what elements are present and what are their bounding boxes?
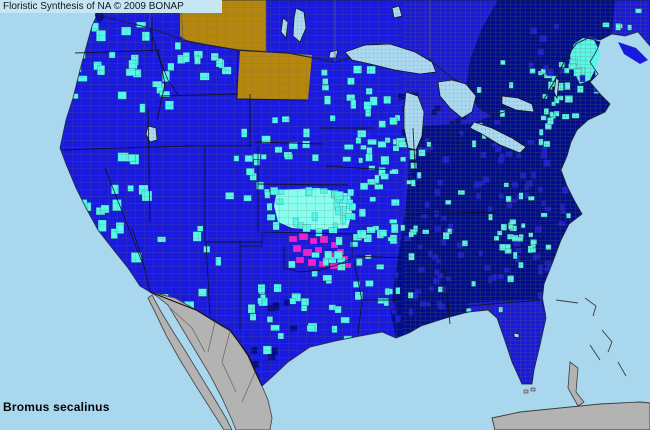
state-border [403, 211, 497, 215]
andros-island [567, 361, 585, 407]
species-name-label: Bromus secalinus [3, 400, 110, 414]
state-border [236, 98, 309, 101]
lake-okeechobee [513, 332, 520, 339]
bahama-island [584, 297, 597, 317]
lake-michigan [403, 91, 425, 151]
state-border [353, 261, 363, 335]
baja-peninsula [147, 294, 233, 430]
state-border [104, 167, 143, 263]
mexico-state-line [221, 330, 237, 393]
bahama-island [589, 344, 601, 361]
mexico-state-line [241, 371, 256, 403]
map-title-bar: Floristic Synthesis of NA © 2009 BONAP [0, 0, 222, 13]
map-title-text: Floristic Synthesis of NA © 2009 BONAP [3, 1, 184, 12]
mexico-mainland [149, 291, 273, 430]
bahama-island [617, 361, 627, 377]
state-border [467, 299, 541, 307]
state-border [74, 49, 161, 54]
us-mexico-border [149, 291, 263, 387]
state-border [159, 93, 239, 97]
lake-winnipeg [292, 7, 307, 43]
lake-ontario [501, 95, 535, 113]
state-border [205, 241, 211, 317]
florida-keys [523, 389, 529, 394]
state-border [261, 231, 353, 235]
lake-huron [437, 79, 477, 119]
cuba [491, 401, 650, 430]
state-border [236, 49, 239, 100]
state-border [147, 107, 151, 223]
lake-superior [344, 43, 437, 75]
state-border [254, 141, 323, 145]
nova-scotia [618, 42, 648, 64]
bahama-island [601, 329, 613, 353]
mexico-state-line [167, 305, 206, 353]
state-border [131, 227, 151, 293]
lake-champlain [553, 77, 560, 100]
mexico-state-line [207, 321, 216, 353]
state-border [355, 255, 403, 259]
lake-erie [469, 121, 527, 154]
state-border [240, 232, 263, 247]
lake-nipigon [391, 5, 403, 19]
state-border [443, 267, 451, 325]
state-border [412, 127, 417, 187]
state-border [257, 183, 349, 186]
state-border [325, 165, 393, 171]
lake-manitoba-lake [280, 17, 289, 39]
bahama-island [555, 299, 579, 304]
state-border [283, 234, 353, 273]
florida-keys [530, 387, 536, 392]
state-border [61, 145, 191, 151]
state-border [149, 27, 179, 96]
